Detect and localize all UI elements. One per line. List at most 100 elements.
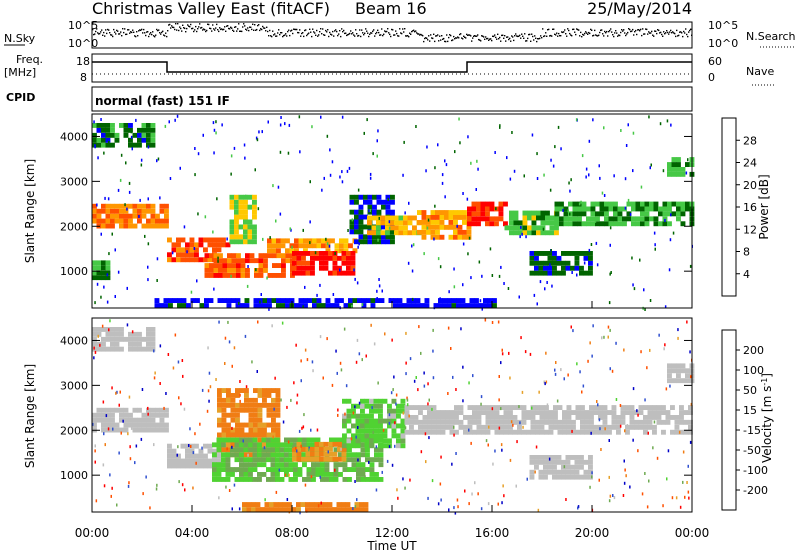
noise-point [204,29,206,31]
power-speckle [439,265,442,269]
freq-label-line1: Freq. [16,53,43,66]
velocity-speckle [518,405,520,409]
velocity-cell [369,413,374,419]
velocity-cell [306,437,312,443]
velocity-cell [629,410,635,415]
velocity-cell [355,413,361,419]
noise-point [550,34,552,37]
power-cell [172,298,178,303]
noise-point [631,30,633,32]
power-cell [489,201,495,207]
velocity-cell [652,405,657,410]
velocity-cell [436,429,441,435]
power-cell [132,142,138,148]
velocity-cell [413,429,419,435]
power-cell [231,258,237,264]
velocity-speckle [181,359,184,362]
power-speckle [403,140,405,144]
velocity-cell [198,453,204,459]
power-speckle [632,283,634,287]
velocity-speckle [427,402,429,406]
power-cell [185,257,190,263]
noise-point [668,33,670,35]
power-speckle [643,288,645,292]
velocity-cell [323,441,329,447]
velocity-speckle [339,361,342,365]
velocity-cell [643,419,648,425]
power-speckle [523,174,525,178]
power-cell [417,229,422,235]
velocity-cell [652,424,657,430]
power-cell [285,238,290,244]
power-cell [222,258,228,264]
velocity-cell [589,405,594,410]
power-cell [563,216,569,222]
power-cell [547,270,553,276]
noise-point [593,34,595,37]
velocity-cell [616,429,621,435]
velocity-cell [387,423,392,429]
noise-point [426,37,428,39]
velocity-speckle [455,452,457,455]
velocity-cell [96,341,102,347]
power-cell [667,211,672,217]
velocity-cell [288,477,294,482]
velocity-cell [119,407,124,413]
velocity-cell [288,437,294,443]
velocity-cell [629,405,635,410]
power-cell [552,255,557,261]
power-cell [421,224,427,230]
power-cell [435,220,440,225]
noise-point [455,37,457,39]
velocity-speckle [195,461,197,465]
velocity-cell [253,432,258,438]
power-speckle [254,168,256,172]
velocity-cell [171,458,177,464]
velocity-cell [616,415,621,420]
velocity-cell [391,428,397,434]
noise-point [137,35,139,37]
power-cell [513,225,519,231]
velocity-cell [275,412,281,418]
power-cell [581,211,587,217]
noise-point [120,31,122,33]
velocity-cell [584,419,590,425]
power-speckle [372,152,374,156]
power-speckle [552,164,555,168]
velocity-cell [584,424,590,430]
velocity-cell [404,415,410,420]
velocity-cell [571,410,576,415]
power-cell [448,220,454,225]
power-cell [421,210,427,215]
velocity-cell [422,415,428,420]
velocity-speckle [215,378,217,381]
velocity-speckle [615,398,618,401]
velocity-cell [476,419,482,425]
power-speckle [377,238,379,242]
power-cell [292,260,297,266]
power-cell [310,260,315,266]
velocity-speckle [425,460,427,464]
power-cell [328,270,333,276]
velocity-cell [110,407,115,413]
power-speckle [499,125,501,129]
power-speckle [470,276,472,280]
velocity-speckle [334,468,336,472]
velocity-speckle [563,465,566,469]
power-cell [301,270,306,276]
velocity-speckle [447,326,450,330]
power-speckle [357,188,360,192]
velocity-cell [396,433,401,439]
velocity-cell [270,457,276,463]
power-speckle [100,118,102,121]
velocity-cell [251,507,256,512]
power-speckle [93,120,95,124]
velocity-cell [128,331,133,337]
velocity-cell [378,447,384,453]
noise-point [494,34,496,36]
velocity-cell [216,447,222,453]
noise-point [102,34,104,36]
power-speckle [266,276,268,280]
noise-point [669,31,671,33]
